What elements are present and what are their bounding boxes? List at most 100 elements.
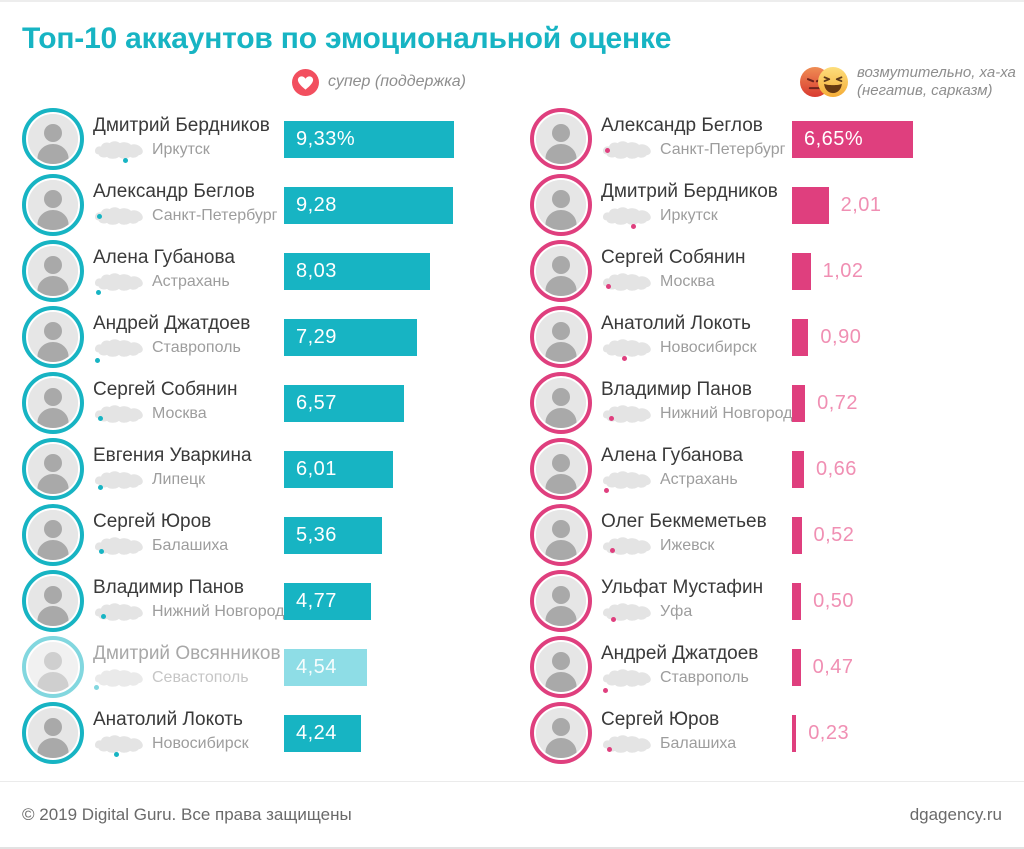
account-info: Евгения Уваркина Липецк xyxy=(84,445,284,492)
avatar-photo xyxy=(536,378,586,428)
account-info: Анатолий Локоть Новосибирск xyxy=(84,709,284,758)
value-bar xyxy=(792,384,806,422)
city-location-dot xyxy=(607,746,613,752)
avatar-photo xyxy=(536,576,586,626)
city-location-dot xyxy=(603,687,609,693)
bar-area: 8,03 xyxy=(284,252,494,290)
account-name: Анатолий Локоть xyxy=(93,709,243,731)
person-silhouette-icon xyxy=(28,312,78,362)
person-silhouette-icon xyxy=(28,708,78,758)
value-bar xyxy=(792,516,802,554)
person-silhouette-icon xyxy=(28,378,78,428)
russia-map-icon xyxy=(93,732,145,758)
russia-map-icon xyxy=(601,732,653,756)
russia-map-icon xyxy=(93,402,145,426)
account-city: Москва xyxy=(660,272,715,290)
city-location-dot xyxy=(604,147,610,153)
account-info: Владимир Панов Нижний Новгород xyxy=(84,577,284,624)
city-line: Липецк xyxy=(93,468,284,492)
value-bar: 4,24 xyxy=(284,714,362,752)
love-reaction-icon xyxy=(292,68,319,96)
value-label-outside: 0,47 xyxy=(812,655,854,678)
account-row: Александр Беглов Санкт-Петербург 9,28 xyxy=(22,172,494,238)
account-info: Александр Беглов Санкт-Петербург xyxy=(592,115,792,162)
value-label-outside: 1,02 xyxy=(822,259,864,282)
russia-map-icon xyxy=(93,336,145,363)
city-location-dot xyxy=(631,223,637,229)
russia-map-icon xyxy=(601,402,653,426)
avatar xyxy=(530,504,592,566)
header: Топ-10 аккаунтов по эмоциональной оценке xyxy=(0,2,1024,56)
account-row: Ульфат Мустафин Уфа 0,50 xyxy=(530,568,1002,634)
avatar-photo xyxy=(28,180,78,230)
city-location-dot xyxy=(95,357,101,363)
copyright-text: © 2019 Digital Guru. Все права защищены xyxy=(22,804,352,824)
bar-area: 4,54 xyxy=(284,648,494,686)
avatar xyxy=(22,636,84,698)
value-bar xyxy=(792,318,809,356)
avatar xyxy=(530,372,592,434)
bar-area: 0,66 xyxy=(792,450,1002,488)
avatar-photo xyxy=(28,246,78,296)
value-bar: 9,33% xyxy=(284,120,454,158)
avatar-photo xyxy=(28,510,78,560)
city-line: Новосибирск xyxy=(601,336,792,362)
city-line: Астрахань xyxy=(601,468,792,494)
account-name: Алена Губанова xyxy=(93,247,235,269)
bar-area: 0,72 xyxy=(792,384,1002,422)
russia-map-icon xyxy=(93,600,145,624)
account-info: Сергей Юров Балашиха xyxy=(592,709,792,756)
russia-map-icon xyxy=(601,534,653,558)
value-label-outside: 2,01 xyxy=(840,193,882,216)
russia-map-icon xyxy=(93,666,145,690)
bar-area: 0,47 xyxy=(792,648,1002,686)
account-info: Андрей Джатдоев Ставрополь xyxy=(84,313,284,363)
account-info: Олег Бекмеметьев Ижевск xyxy=(592,511,792,558)
account-name: Анатолий Локоть xyxy=(601,313,751,335)
russia-map-icon xyxy=(93,138,145,163)
bar-area: 0,90 xyxy=(792,318,1002,356)
account-row: Владимир Панов Нижний Новгород 0,72 xyxy=(530,370,1002,436)
city-line: Санкт-Петербург xyxy=(93,204,284,228)
support-legend-label: супер (поддержка) xyxy=(328,73,466,91)
avatar xyxy=(530,636,592,698)
person-silhouette-icon xyxy=(536,246,586,296)
person-silhouette-icon xyxy=(28,510,78,560)
city-line: Санкт-Петербург xyxy=(601,138,792,162)
account-info: Дмитрий Бердников Иркутск xyxy=(84,115,284,163)
city-line: Ставрополь xyxy=(601,666,792,693)
account-city: Москва xyxy=(152,404,207,422)
avatar xyxy=(22,504,84,566)
city-line: Нижний Новгород xyxy=(93,600,284,624)
account-name: Алена Губанова xyxy=(601,445,743,467)
city-line: Москва xyxy=(601,270,792,294)
city-location-dot xyxy=(123,157,129,163)
account-name: Андрей Джатдоев xyxy=(601,643,759,665)
city-line: Иркутск xyxy=(93,138,284,163)
value-label-inside: 9,28 xyxy=(296,193,337,216)
bar-area: 5,36 xyxy=(284,516,494,554)
city-location-dot xyxy=(98,416,104,422)
value-label-outside: 0,90 xyxy=(820,325,862,348)
account-name: Андрей Джатдоев xyxy=(93,313,251,335)
account-row: Александр Беглов Санкт-Петербург 6,65% xyxy=(530,106,1002,172)
account-info: Сергей Юров Балашиха xyxy=(84,511,284,558)
account-name: Сергей Юров xyxy=(601,709,720,731)
account-info: Александр Беглов Санкт-Петербург xyxy=(84,181,284,228)
agency-site-link[interactable]: dgagency.ru xyxy=(909,804,1002,824)
value-bar: 4,77 xyxy=(284,582,371,620)
account-row: Евгения Уваркина Липецк 6,01 xyxy=(22,436,494,502)
russia-map-icon xyxy=(93,534,145,558)
city-line: Москва xyxy=(93,402,284,426)
city-location-dot xyxy=(622,356,628,362)
value-bar: 5,36 xyxy=(284,516,382,554)
value-label-outside: 0,23 xyxy=(808,721,850,744)
avatar-photo xyxy=(28,378,78,428)
reaction-icons xyxy=(800,67,848,97)
avatar-photo xyxy=(536,180,586,230)
city-location-dot xyxy=(114,752,120,758)
avatar-photo xyxy=(536,510,586,560)
city-line: Ставрополь xyxy=(93,336,284,363)
city-location-dot xyxy=(610,548,616,554)
